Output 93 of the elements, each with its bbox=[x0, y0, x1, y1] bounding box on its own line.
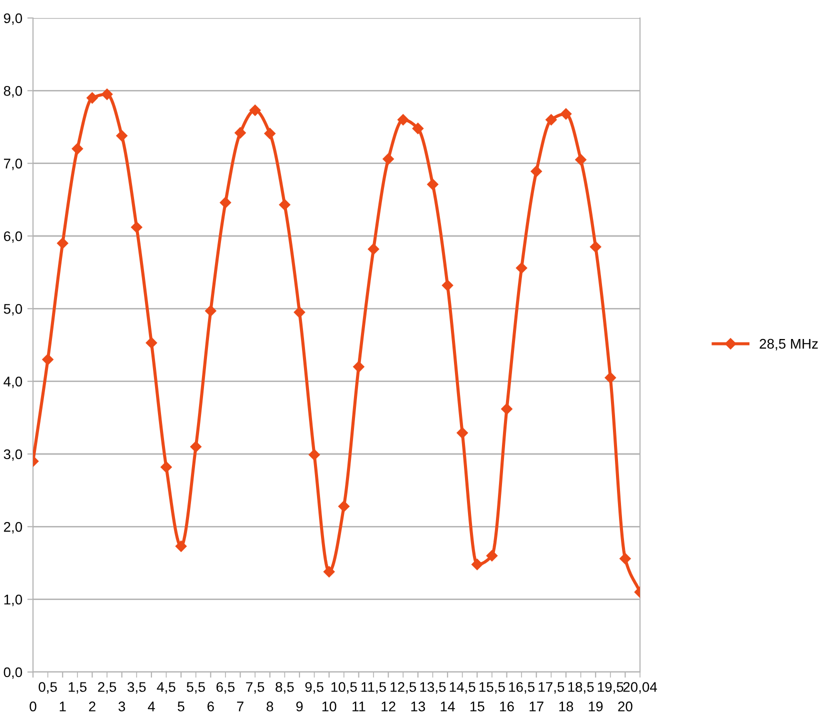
point bbox=[427, 178, 438, 190]
x-tick-label: 20 bbox=[618, 702, 632, 712]
y-tick-label: 7,0 bbox=[4, 158, 22, 170]
x-tick-label: 2 bbox=[89, 702, 96, 712]
x-tick-label: 3 bbox=[118, 702, 126, 712]
point bbox=[530, 166, 542, 177]
point bbox=[382, 153, 394, 165]
x-tick-label: 17,5 bbox=[538, 682, 564, 694]
x-tick-label: 3,5 bbox=[128, 682, 146, 694]
x-tick-label: 13,5 bbox=[420, 682, 446, 694]
x-tick-label: 18 bbox=[559, 702, 574, 712]
x-tick-label: 5,5 bbox=[186, 682, 205, 694]
x-tick-label: 7 bbox=[237, 702, 244, 712]
point bbox=[175, 540, 187, 552]
point bbox=[486, 550, 498, 562]
point bbox=[560, 108, 572, 120]
point bbox=[323, 566, 335, 578]
y-tick-label: 2,0 bbox=[4, 522, 22, 534]
x-tick-label: 16,5 bbox=[509, 682, 534, 694]
point bbox=[590, 241, 602, 253]
x-tick-label: 11,5 bbox=[362, 682, 386, 694]
point bbox=[72, 143, 84, 154]
legend-label: 28,5 MHz bbox=[760, 338, 818, 350]
point bbox=[501, 403, 512, 415]
x-tick-label: 17 bbox=[530, 702, 544, 712]
x-tick-label: 18,5 bbox=[568, 682, 594, 694]
x-tick-label: 7,5 bbox=[246, 682, 264, 694]
x-tick-label: 6 bbox=[208, 702, 214, 712]
x-tick-label: 2,5 bbox=[98, 682, 116, 694]
point bbox=[234, 127, 246, 138]
y-tick-label: 8,0 bbox=[4, 86, 22, 98]
point bbox=[190, 441, 202, 452]
x-tick-label: 6,5 bbox=[216, 682, 235, 694]
x-tick-label: 9,5 bbox=[305, 682, 324, 694]
y-tick-label: 0,0 bbox=[4, 667, 22, 679]
point bbox=[338, 500, 350, 512]
point bbox=[456, 427, 468, 439]
point bbox=[516, 262, 528, 274]
point bbox=[368, 243, 380, 255]
x-tick-label: 14 bbox=[440, 702, 455, 712]
x-tick-label: 11 bbox=[352, 702, 366, 712]
x-tick-label: 15 bbox=[470, 702, 484, 712]
x-tick-label: 8 bbox=[266, 702, 274, 712]
point bbox=[442, 280, 454, 292]
y-tick-label: 9,0 bbox=[4, 13, 22, 25]
point bbox=[472, 558, 483, 570]
point bbox=[220, 196, 232, 208]
x-tick-label: 16 bbox=[500, 702, 514, 712]
x-tick-label: 10,5 bbox=[331, 682, 357, 694]
x-tick-label: 9 bbox=[296, 702, 303, 712]
point bbox=[101, 88, 113, 100]
point bbox=[308, 449, 320, 460]
point bbox=[160, 461, 172, 473]
x-tick-label: 8,5 bbox=[276, 682, 294, 694]
x-tick-label: 14,5 bbox=[450, 682, 476, 694]
x-tick-label: 10 bbox=[322, 702, 336, 712]
x-tick-label: 4 bbox=[148, 702, 155, 712]
point bbox=[131, 222, 142, 233]
x-tick-label: 4,5 bbox=[156, 682, 176, 694]
y-tick-label: 3,0 bbox=[4, 449, 22, 461]
x-tick-label: 13 bbox=[411, 702, 426, 712]
point bbox=[353, 361, 364, 372]
x-tick-label: 1 bbox=[60, 702, 66, 712]
x-tick-label: 0 bbox=[30, 702, 36, 712]
point bbox=[620, 553, 631, 564]
point bbox=[57, 238, 68, 249]
point bbox=[205, 305, 216, 316]
point bbox=[546, 114, 557, 126]
x-tick-label: 15,5 bbox=[479, 682, 505, 694]
x-tick-label: 12 bbox=[382, 702, 396, 712]
x-tick-label: 20,04 bbox=[623, 682, 657, 694]
point bbox=[86, 92, 98, 104]
point bbox=[575, 154, 586, 166]
point bbox=[398, 114, 409, 126]
point bbox=[42, 354, 54, 366]
point bbox=[279, 199, 290, 210]
point bbox=[249, 104, 261, 116]
x-tick-label: 12,5 bbox=[390, 682, 416, 694]
x-tick-label: 0,5 bbox=[38, 682, 57, 694]
y-tick-label: 4,0 bbox=[4, 376, 22, 388]
x-tick-label: 1,5 bbox=[68, 682, 86, 694]
point bbox=[604, 372, 616, 384]
x-tick-label: 19,5 bbox=[598, 682, 624, 694]
point bbox=[116, 130, 128, 142]
y-tick-label: 1,0 bbox=[4, 594, 22, 606]
point bbox=[294, 306, 306, 318]
point bbox=[264, 128, 276, 140]
y-tick-label: 5,0 bbox=[4, 304, 22, 316]
point bbox=[146, 337, 158, 348]
point bbox=[412, 122, 424, 134]
x-tick-label: 5 bbox=[178, 702, 184, 712]
y-tick-label: 6,0 bbox=[4, 231, 22, 243]
x-tick-label: 19 bbox=[588, 702, 603, 712]
